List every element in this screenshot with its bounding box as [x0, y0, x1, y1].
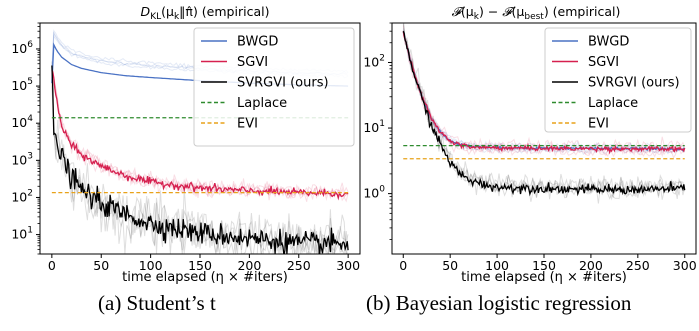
- panel-b-bwgd-run-trace: [402, 31, 685, 156]
- panel-b-x-tick-label: 300: [673, 258, 697, 273]
- panel-a-y-tick-label: 101: [11, 226, 33, 242]
- panel-a-y-tick-label: 105: [11, 77, 33, 93]
- panel-a-x-ticks: 0 50 100 150 200 250 300: [48, 254, 360, 273]
- panel-b-legend-label-sgvi: SGVI: [588, 55, 619, 70]
- panel-b-legend-label-laplace: Laplace: [588, 96, 638, 111]
- panel-b-x-ticks: 0 50 100 150 200 250 300: [399, 254, 697, 273]
- panel-b-svrgvi-run-trace: [403, 23, 686, 202]
- panel-b-svrgvi-run-trace: [402, 24, 685, 199]
- panel-a-svrgvi-run-trace: [51, 68, 349, 254]
- panel-b-y-ticks: 100 101 102: [363, 22, 392, 240]
- panel-a-legend-box: [193, 27, 355, 147]
- panel-b-y-tick-label: 101: [363, 119, 385, 135]
- panel-b-svrgvi-line: [402, 30, 686, 197]
- panel-b-sgvi-run-trace: [402, 25, 686, 153]
- panel-b-legend-label-svrgvi: SVRGVI (ours): [588, 76, 680, 91]
- panel-a-x-tick-label: 50: [93, 258, 109, 273]
- panel-a-x-tick-label: 150: [188, 258, 212, 273]
- panel-b-x-tick-label: 150: [532, 258, 556, 273]
- panel-a-svrgvi-run-trace: [51, 85, 349, 254]
- panel-b-x-tick-label: 250: [626, 258, 650, 273]
- panel-a-x-tick-label: 200: [237, 258, 261, 273]
- panel-a-legend-label-evi: EVI: [237, 117, 258, 132]
- panel-a-y-ticks: 101 102 103 104 105 106: [11, 22, 40, 255]
- panel-b-plot-area: [402, 23, 686, 204]
- panel-b-legend-label-bwgd: BWGD: [588, 35, 629, 50]
- panel-a-x-tick-label: 0: [48, 258, 56, 273]
- panel-a-x-tick-label: 300: [336, 258, 360, 273]
- panel-b-legend-box: [544, 27, 692, 133]
- panel-a-svrgvi-run-trace: [51, 82, 349, 254]
- panel-b-title: 𝓕(μk) − 𝓕(μbest) (empirical): [452, 4, 621, 22]
- panel-a-legend-label-sgvi: SGVI: [237, 55, 268, 70]
- panel-a-sgvi-line: [51, 69, 349, 201]
- panel-a-svrgvi-run-trace: [51, 61, 349, 254]
- panel-a-x-axis-label: time elapsed (η × #iters): [122, 270, 288, 285]
- panel-a-svrgvi-line: [51, 65, 349, 254]
- panel-a-legend-label-bwgd: BWGD: [237, 35, 278, 50]
- panel-a-legend-label-laplace: Laplace: [237, 96, 287, 111]
- panel-b-legend-label-evi: EVI: [588, 117, 609, 132]
- panel-a-sgvi-run-trace: [51, 66, 349, 198]
- panel-a-x-tick-label: 250: [287, 258, 311, 273]
- panel-a-legend: BWGD SGVI SVRGVI (ours) Laplace EVI: [193, 27, 355, 147]
- panel-b-x-tick-label: 0: [399, 258, 407, 273]
- panel-a-y-tick-label: 103: [11, 151, 33, 167]
- panel-b-x-tick-label: 200: [579, 258, 603, 273]
- panel-b-sgvi-line: [402, 31, 686, 155]
- panel-a-legend-label-svrgvi: SVRGVI (ours): [237, 76, 329, 91]
- panel-a-sgvi-run-trace: [51, 68, 349, 200]
- panel-b-bayesian-logistic: 𝓕(μk) − 𝓕(μbest) (empirical) 0 50 100 150 20…: [363, 4, 696, 285]
- panel-a-y-tick-label: 102: [11, 188, 33, 204]
- caption-a: (a) Student’s t: [98, 291, 216, 315]
- panel-b-x-axis-label: time elapsed (η × #iters): [461, 270, 627, 285]
- panel-b-x-tick-label: 100: [485, 258, 509, 273]
- panel-b-legend: BWGD SGVI SVRGVI (ours) Laplace EVI: [544, 27, 692, 133]
- panel-b-y-tick-label: 102: [363, 53, 385, 69]
- panel-a-x-tick-label: 100: [139, 258, 163, 273]
- panel-a-title: DKL(μk‖π̂) (empirical): [141, 4, 270, 22]
- caption-b: (b) Bayesian logistic regression: [366, 291, 632, 315]
- panel-b-y-tick-label: 100: [363, 185, 385, 201]
- panel-a-y-tick-label: 104: [11, 114, 33, 130]
- panel-b-x-tick-label: 50: [442, 258, 458, 273]
- panel-a-student-t: DKL(μk‖π̂) (empirical) 0 50 100 150 200 250 30…: [11, 4, 361, 285]
- panel-a-y-tick-label: 106: [11, 40, 33, 56]
